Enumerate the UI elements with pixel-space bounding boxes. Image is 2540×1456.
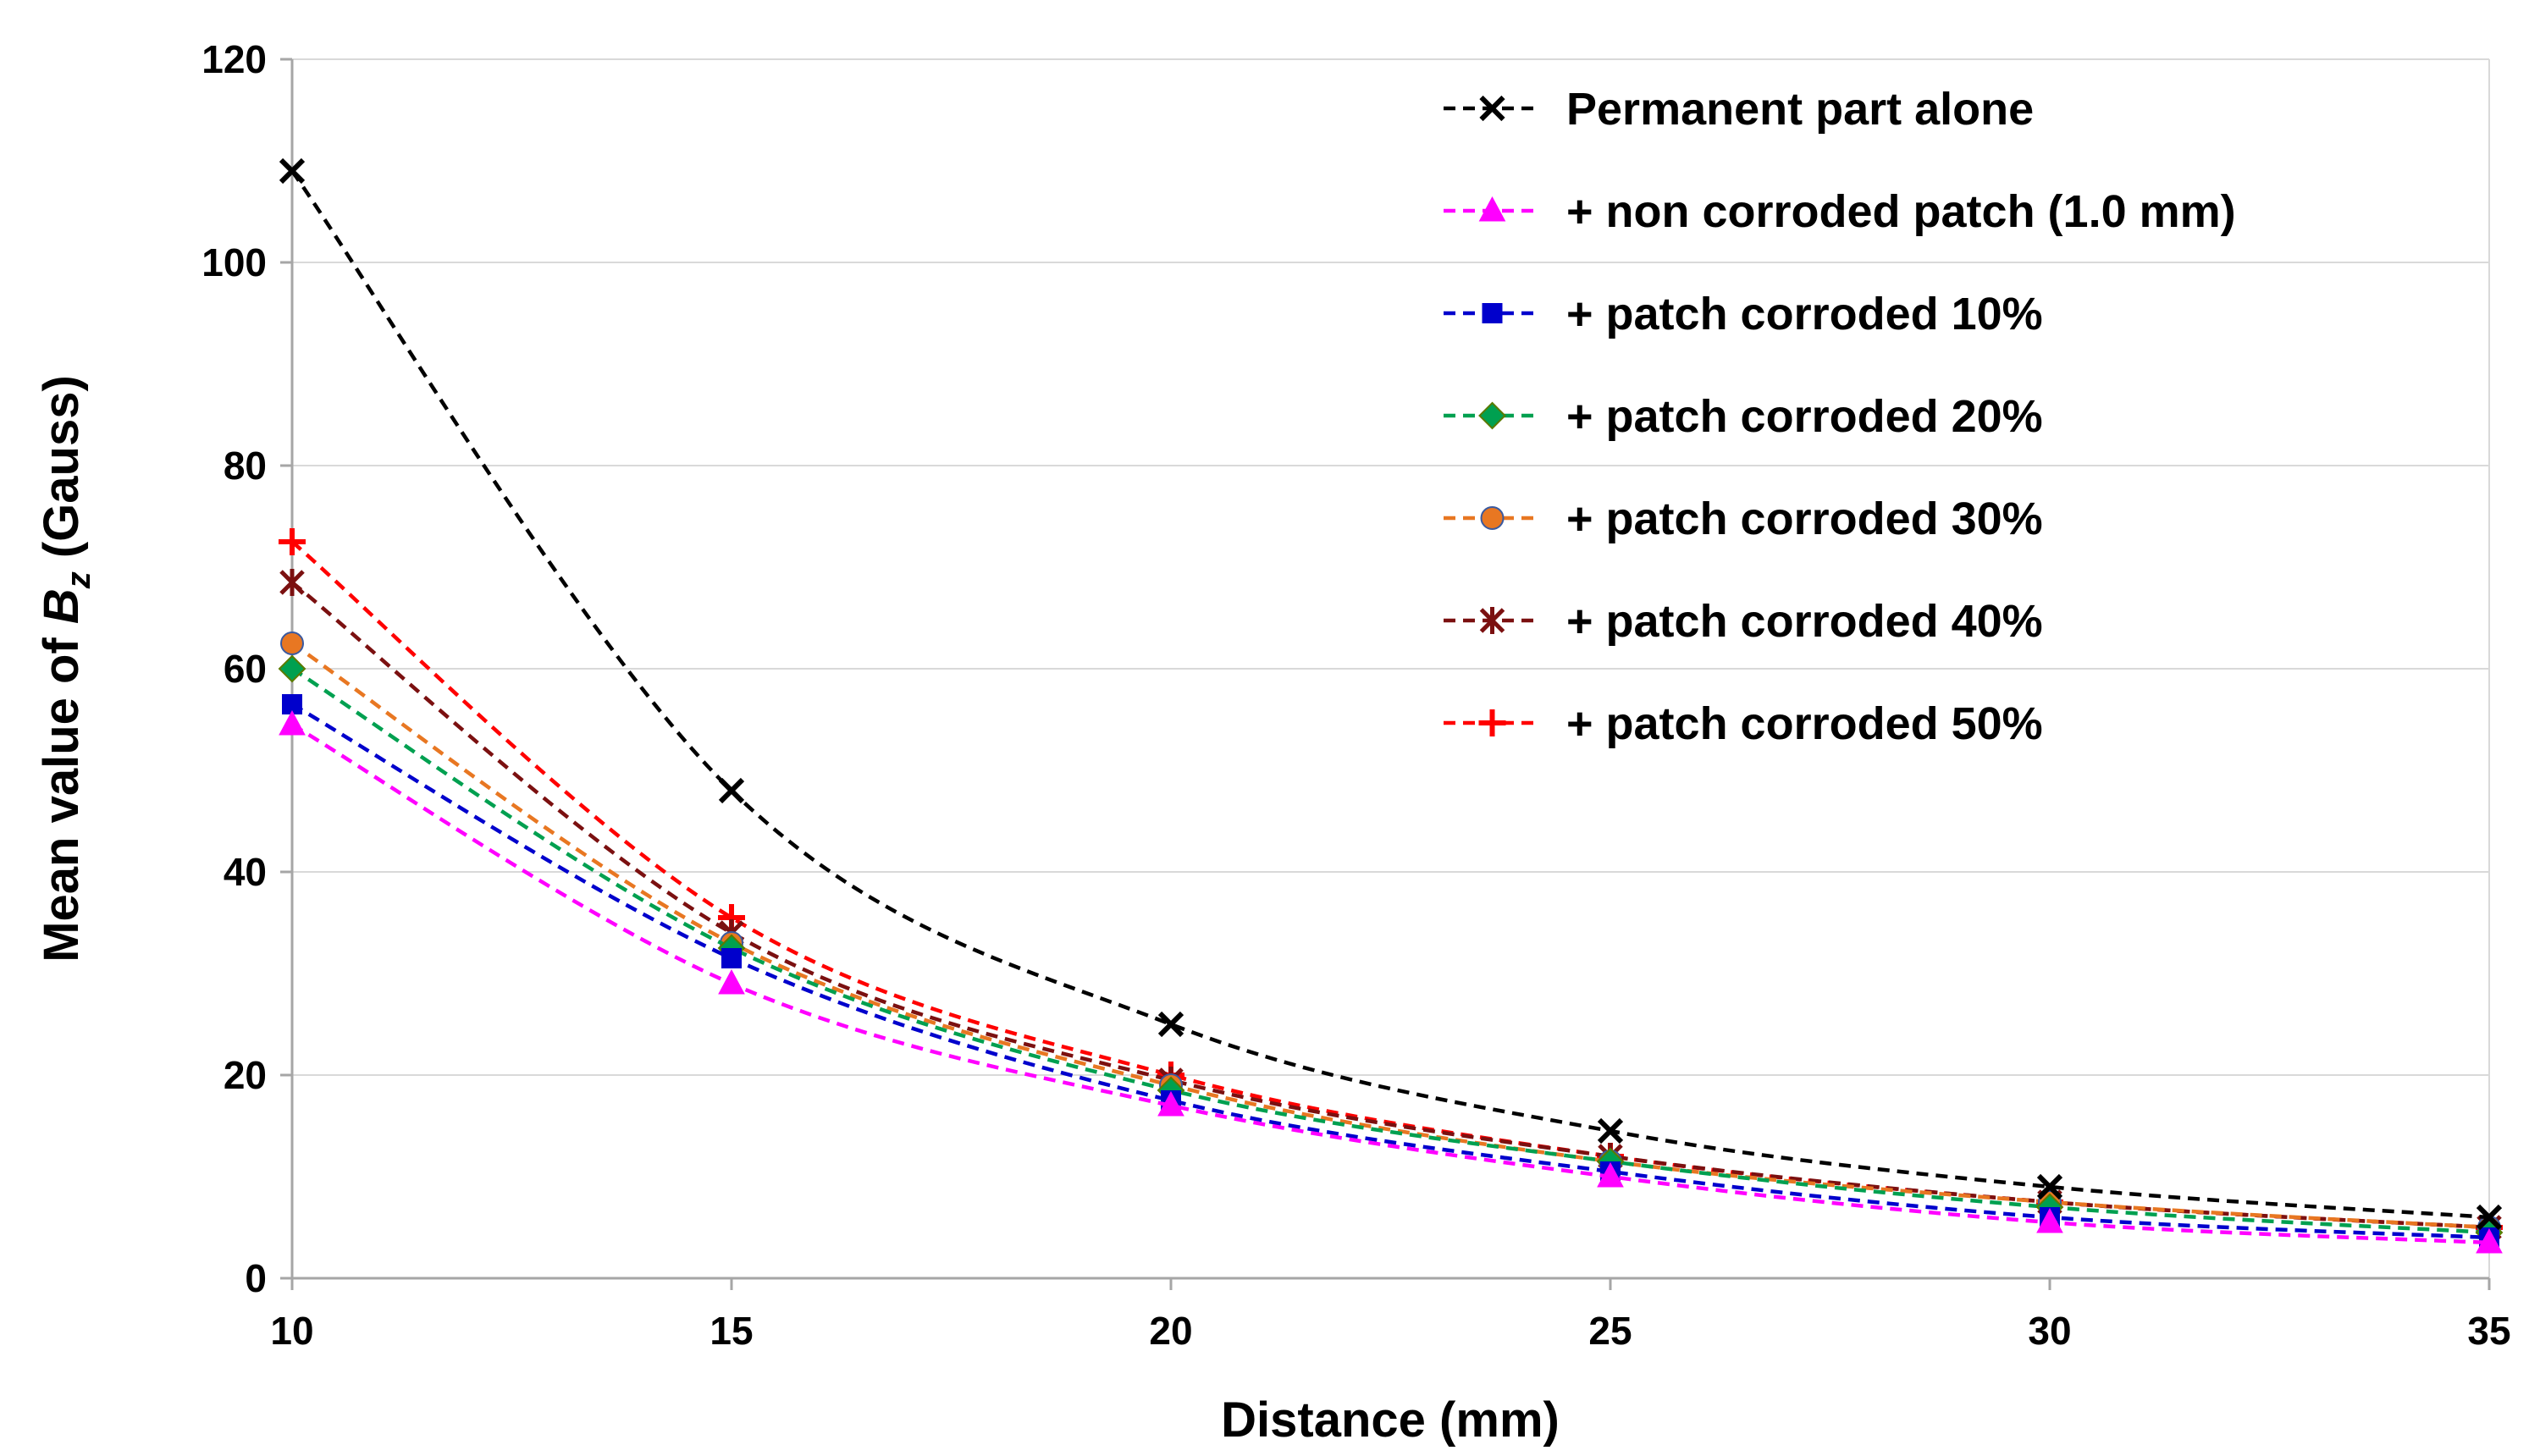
series-4-point-0-glyph — [280, 631, 304, 655]
legend-entry-1: + non corroded patch (1.0 mm) — [1444, 186, 2236, 237]
series-1-point-3 — [1597, 1161, 1624, 1188]
legend-entry-0-label: Permanent part alone — [1566, 84, 2034, 135]
legend-entry-2: + patch corroded 10% — [1444, 289, 2043, 339]
series-1-point-2 — [1157, 1090, 1184, 1117]
series-0-point-4 — [2036, 1173, 2063, 1200]
legend-entry-3-marker — [1478, 401, 1506, 430]
series-0 — [279, 157, 2503, 1231]
series-0-point-5-glyph — [2476, 1204, 2503, 1231]
series-2-point-1-glyph — [721, 948, 742, 968]
series-1-point-5 — [2476, 1227, 2503, 1254]
series-0-point-0-glyph — [279, 157, 306, 185]
legend-entry-4-marker-glyph — [1480, 506, 1505, 530]
legend: Permanent part alone + non corroded patch… — [1444, 84, 2236, 749]
y-tick-label-120: 120 — [202, 37, 267, 81]
y-tick-label-20: 20 — [224, 1053, 267, 1097]
x-tick-label-15: 15 — [710, 1309, 753, 1353]
series-0-line — [290, 169, 2490, 1220]
series-4-point-0 — [280, 631, 304, 655]
y-tick-label-0: 0 — [245, 1256, 267, 1300]
series-0-point-5 — [2476, 1204, 2503, 1231]
x-tick-label-30: 30 — [2028, 1309, 2071, 1353]
legend-entry-1-marker — [1478, 196, 1506, 222]
legend-entry-1-marker-glyph — [1478, 196, 1506, 222]
legend-entry-6-marker — [1478, 709, 1506, 736]
legend-entry-0: Permanent part alone — [1444, 84, 2034, 135]
legend-entry-6-label: + patch corroded 50% — [1566, 698, 2043, 749]
series-6-point-0 — [279, 528, 306, 555]
series-0-point-0 — [279, 157, 306, 185]
legend-entry-3: + patch corroded 20% — [1444, 391, 2043, 442]
x-axis-title: Distance (mm) — [1221, 1393, 1560, 1448]
y-axis-title: Mean value of Bz (Gauss) — [34, 375, 97, 962]
y-axis-title-subscript: z — [60, 571, 97, 589]
legend-entry-3-marker-glyph — [1478, 401, 1506, 430]
series-1-point-2-glyph — [1157, 1090, 1184, 1117]
series-0-point-2-glyph — [1157, 1011, 1184, 1038]
x-tick-label-20: 20 — [1149, 1309, 1192, 1353]
series-1-point-5-glyph — [2476, 1227, 2503, 1254]
series-1 — [279, 709, 2503, 1254]
series-0-point-4-glyph — [2036, 1173, 2063, 1200]
series-0-point-3 — [1597, 1117, 1624, 1144]
series-1-point-0 — [279, 709, 306, 736]
legend-entry-2-marker-glyph — [1482, 303, 1503, 323]
legend-entry-2-label: + patch corroded 10% — [1566, 289, 2043, 339]
legend-entry-6: + patch corroded 50% — [1444, 698, 2043, 749]
series-1-line — [290, 723, 2490, 1245]
series-0-point-1 — [718, 777, 745, 804]
y-axis-title-unit: (Gauss) — [34, 375, 89, 571]
y-axis-title-prefix: Mean value of — [34, 624, 89, 962]
legend-entry-5-marker — [1479, 607, 1505, 634]
grid-lines — [292, 58, 2490, 1278]
legend-entry-1-label: + non corroded patch (1.0 mm) — [1566, 186, 2236, 237]
legend-entry-2-marker — [1482, 303, 1503, 323]
legend-entry-4-label: + patch corroded 30% — [1566, 494, 2043, 544]
x-tick-label-25: 25 — [1588, 1309, 1632, 1353]
series-5-point-0-glyph — [279, 569, 305, 596]
series-2-point-1 — [721, 948, 742, 968]
legend-entry-5-label: + patch corroded 40% — [1566, 596, 2043, 647]
series-1-point-1 — [718, 968, 745, 995]
series-layer — [278, 157, 2504, 1254]
tick-labels: 10 15 20 25 30 35 0 20 40 60 80 100 120 — [202, 37, 2510, 1353]
legend-entry-5-marker-glyph — [1479, 607, 1505, 634]
legend-entry-5: + patch corroded 40% — [1444, 596, 2043, 647]
series-0-point-3-glyph — [1597, 1117, 1624, 1144]
x-tick-label-10: 10 — [270, 1309, 313, 1353]
series-0-point-2 — [1157, 1011, 1184, 1038]
y-tick-label-60: 60 — [224, 647, 267, 691]
series-1-point-4 — [2036, 1207, 2063, 1233]
series-1-point-4-glyph — [2036, 1207, 2063, 1233]
y-tick-label-80: 80 — [224, 444, 267, 488]
series-3-line — [290, 667, 2490, 1235]
series-1-point-0-glyph — [279, 709, 306, 736]
series-4-line — [290, 642, 2490, 1230]
x-tick-label-35: 35 — [2467, 1309, 2510, 1353]
series-2-line — [290, 703, 2490, 1240]
y-tick-label-100: 100 — [202, 240, 267, 284]
legend-entry-0-marker — [1479, 95, 1505, 122]
series-5-point-0 — [279, 569, 305, 596]
legend-entry-6-marker-glyph — [1478, 709, 1506, 736]
series-0-point-1-glyph — [718, 777, 745, 804]
series-1-point-3-glyph — [1597, 1161, 1624, 1188]
y-tick-label-40: 40 — [224, 850, 267, 894]
series-3-point-0 — [278, 654, 306, 683]
y-axis-title-symbol: B — [34, 588, 89, 624]
legend-entry-4: + patch corroded 30% — [1444, 494, 2043, 544]
legend-entry-4-marker — [1480, 506, 1505, 530]
series-1-point-1-glyph — [718, 968, 745, 995]
legend-entry-0-marker-glyph — [1479, 95, 1505, 122]
series-5-line — [290, 581, 2490, 1230]
legend-entry-3-label: + patch corroded 20% — [1566, 391, 2043, 442]
series-3-point-0-glyph — [278, 654, 306, 683]
series-6-point-0-glyph — [279, 528, 306, 555]
